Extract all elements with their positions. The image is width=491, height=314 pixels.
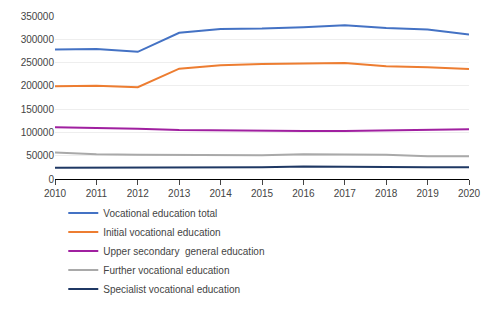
svg-text:300000: 300000 [21, 34, 55, 45]
svg-text:2015: 2015 [251, 188, 274, 199]
svg-text:2012: 2012 [127, 188, 150, 199]
svg-text:0: 0 [48, 174, 54, 185]
svg-text:Further vocational education: Further vocational education [103, 265, 229, 276]
svg-text:Initial vocational education: Initial vocational education [103, 227, 220, 238]
svg-text:2017: 2017 [334, 188, 357, 199]
svg-text:2010: 2010 [44, 188, 67, 199]
svg-text:2020: 2020 [458, 188, 481, 199]
svg-text:250000: 250000 [21, 57, 55, 68]
svg-text:50000: 50000 [26, 150, 54, 161]
svg-text:2014: 2014 [209, 188, 232, 199]
svg-text:100000: 100000 [21, 127, 55, 138]
svg-text:2016: 2016 [292, 188, 315, 199]
svg-text:Vocational education total: Vocational education total [103, 208, 217, 219]
svg-text:Upper secondary general educa: Upper secondary general education [103, 246, 264, 257]
svg-text:Specialist vocational educatio: Specialist vocational education [103, 284, 240, 295]
svg-text:2011: 2011 [86, 188, 108, 199]
svg-text:2019: 2019 [416, 188, 439, 199]
svg-text:2013: 2013 [168, 188, 191, 199]
svg-text:200000: 200000 [21, 80, 55, 91]
svg-text:150000: 150000 [21, 104, 55, 115]
svg-text:2018: 2018 [375, 188, 398, 199]
svg-text:350000: 350000 [21, 11, 55, 22]
